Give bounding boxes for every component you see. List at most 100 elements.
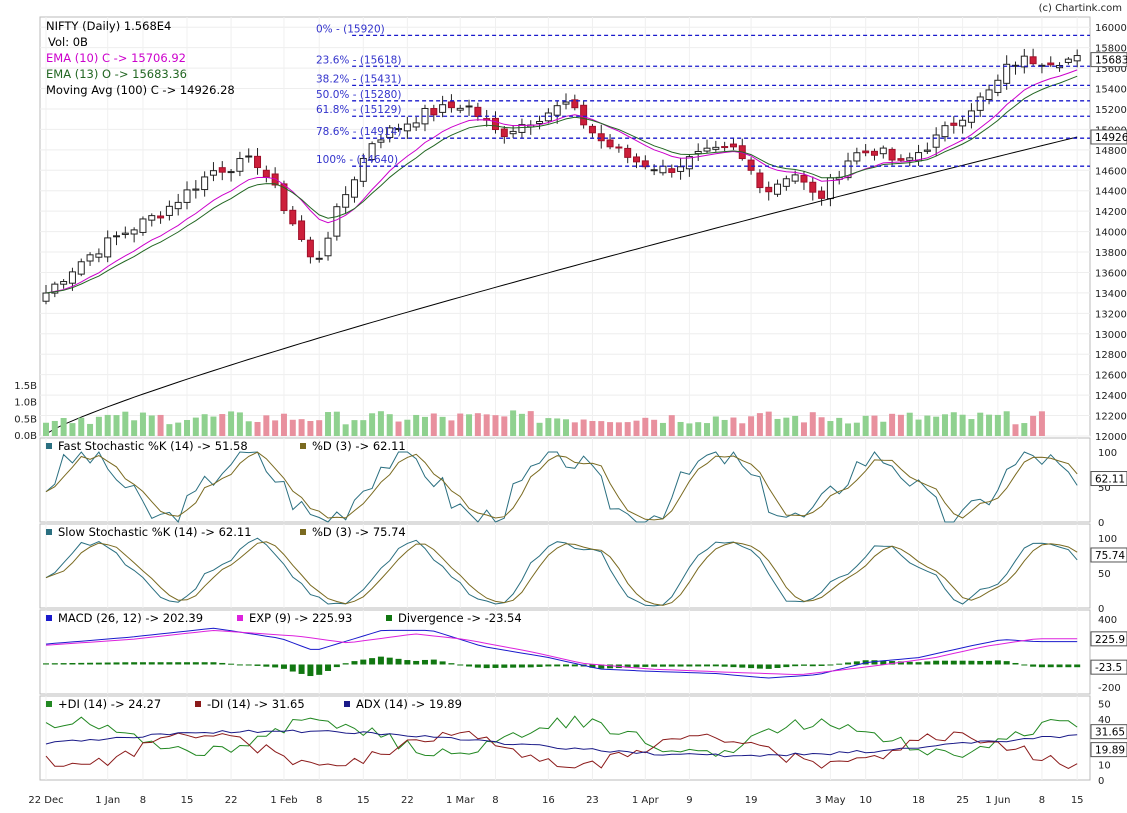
x-tick-label: 8 bbox=[316, 795, 322, 806]
macd-divergence-bar bbox=[501, 664, 508, 668]
volume-bar bbox=[977, 412, 984, 436]
macd-divergence-bar bbox=[474, 664, 481, 668]
volume-bar bbox=[695, 422, 702, 436]
macd-divergence-bar bbox=[1065, 664, 1072, 668]
macd-divergence-bar bbox=[1056, 664, 1063, 668]
macd-divergence-bar bbox=[889, 661, 896, 665]
candle-body bbox=[201, 176, 209, 191]
macd-divergence-bar bbox=[298, 664, 305, 674]
volume-bar bbox=[51, 420, 58, 436]
macd-divergence-bar bbox=[571, 664, 578, 667]
macd-divergence-bar bbox=[51, 663, 58, 665]
candle-body bbox=[236, 158, 244, 172]
candle-body bbox=[597, 133, 605, 142]
candle-body bbox=[324, 237, 332, 257]
volume-bar bbox=[404, 419, 411, 436]
price-y-tick: 15600 bbox=[1095, 64, 1127, 75]
macd-divergence-bar bbox=[1003, 661, 1010, 665]
macd-divergence-bar bbox=[148, 662, 155, 665]
volume-bar bbox=[748, 416, 755, 436]
adx-legend-swatch bbox=[46, 701, 52, 707]
candle-body bbox=[209, 170, 217, 176]
macd-divergence-bar bbox=[633, 664, 640, 668]
macd-divergence-bar bbox=[986, 660, 993, 665]
adx-legend-swatch bbox=[195, 701, 201, 707]
x-tick-label: 15 bbox=[181, 795, 194, 806]
volume-bar bbox=[351, 420, 358, 436]
macd-divergence-bar bbox=[325, 664, 332, 671]
macd-divergence-bar bbox=[977, 660, 984, 665]
macd-divergence-bar bbox=[87, 662, 94, 665]
fast-stoch-legend-item: %D (3) -> 62.11 bbox=[312, 439, 406, 453]
macd-y-tick: -200 bbox=[1098, 683, 1121, 694]
ma-badge-box bbox=[1090, 129, 1127, 145]
volume-bar bbox=[342, 424, 349, 436]
price-title: NIFTY (Daily) 1.568E4 bbox=[46, 19, 171, 33]
volume-bar bbox=[166, 424, 173, 436]
volume-bar bbox=[510, 410, 517, 436]
candle-body bbox=[298, 220, 306, 240]
price-y-tick: 12600 bbox=[1095, 371, 1127, 382]
price-y-tick: 16000 bbox=[1095, 23, 1127, 34]
macd-divergence-bar bbox=[827, 664, 834, 666]
candle-body bbox=[985, 89, 993, 100]
volume-bar bbox=[853, 422, 860, 436]
slow-k-line bbox=[45, 537, 1078, 607]
macd-y-tick: 400 bbox=[1098, 615, 1117, 626]
volume-bar bbox=[69, 423, 76, 436]
volume-bar bbox=[280, 413, 287, 436]
fib-label: 100% - (14640) bbox=[316, 154, 398, 166]
x-tick-label: 1 Apr bbox=[632, 795, 660, 806]
candle-body bbox=[518, 124, 526, 133]
volume-bar bbox=[228, 411, 235, 436]
volume-bar bbox=[333, 411, 340, 436]
volume-bar bbox=[941, 414, 948, 436]
macd-divergence-bar bbox=[906, 661, 913, 665]
macd-divergence-bar bbox=[642, 664, 649, 667]
ma100-line bbox=[45, 136, 1078, 435]
price-y-tick: 14600 bbox=[1095, 166, 1127, 177]
candle-body bbox=[941, 125, 949, 138]
candle-body bbox=[386, 127, 394, 138]
volume-bar bbox=[157, 414, 164, 436]
adx-badge: 19.89 bbox=[1095, 745, 1125, 757]
x-tick-label: 3 May bbox=[815, 795, 845, 806]
volume-bar bbox=[122, 411, 129, 436]
macd-divergence-bar bbox=[589, 664, 596, 668]
candle-body bbox=[553, 105, 561, 116]
fib-label: 0% - (15920) bbox=[316, 23, 385, 35]
fast-d-line bbox=[45, 451, 1078, 521]
fast-stoch-y-tick: 0 bbox=[1098, 518, 1104, 529]
volume-bar bbox=[175, 422, 182, 436]
macd-divergence-bar bbox=[175, 662, 182, 665]
volume-bar bbox=[501, 416, 508, 436]
macd-divergence-bar bbox=[756, 664, 763, 669]
volume-bar bbox=[836, 417, 843, 436]
macd-divergence-bar bbox=[536, 664, 543, 667]
candle-body bbox=[853, 152, 861, 162]
volume-bar bbox=[862, 415, 869, 436]
volume-bar bbox=[651, 419, 658, 436]
volume-bar bbox=[554, 418, 561, 436]
slow-stoch-y-tick: 100 bbox=[1098, 534, 1117, 545]
macd-exp-line bbox=[45, 629, 1078, 676]
macd-divergence-bar bbox=[351, 661, 358, 665]
volume-bar bbox=[1038, 411, 1045, 436]
volume-bar bbox=[563, 419, 569, 436]
volume-bar bbox=[369, 413, 376, 436]
volume-bar bbox=[818, 417, 825, 436]
adx-legend-item: +DI (14) -> 24.27 bbox=[58, 697, 161, 711]
volume-bar bbox=[668, 415, 675, 436]
volume-bar bbox=[924, 415, 931, 436]
x-tick-label: 9 bbox=[686, 795, 692, 806]
volume-bar bbox=[677, 421, 684, 436]
volume-bar bbox=[466, 414, 473, 436]
candle-body bbox=[703, 147, 711, 152]
candle-body bbox=[395, 128, 403, 131]
macd-divergence-bar bbox=[139, 662, 146, 665]
candle-body bbox=[712, 146, 720, 150]
volume-bar bbox=[633, 420, 640, 436]
macd-divergence-bar bbox=[316, 664, 323, 675]
macd-divergence-bar bbox=[518, 664, 525, 668]
price-y-tick: 14200 bbox=[1095, 207, 1127, 218]
